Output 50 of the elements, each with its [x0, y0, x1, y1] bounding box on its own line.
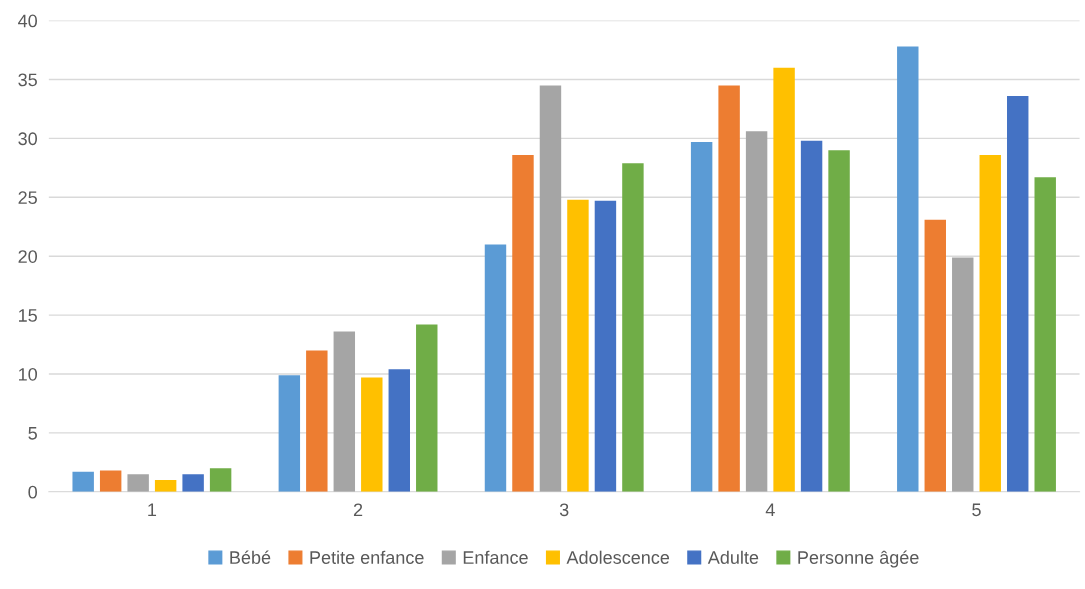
legend-label: Petite enfance	[310, 550, 424, 564]
bar	[622, 163, 644, 492]
bar	[361, 377, 383, 492]
bar	[306, 350, 328, 492]
bar	[182, 474, 204, 492]
bar	[718, 85, 740, 492]
legend-label: Personne âgée	[798, 550, 919, 568]
bar	[567, 199, 589, 492]
bar	[484, 244, 507, 492]
bar	[278, 375, 301, 492]
x-tick-label: 4	[765, 503, 775, 517]
y-tick-label: 10	[19, 367, 38, 381]
legend-label: Adulte	[707, 550, 759, 564]
x-tick-label: 3	[559, 503, 569, 517]
bar	[388, 369, 410, 492]
bar	[979, 154, 1001, 492]
x-tick-label: 1	[148, 503, 157, 517]
bar	[800, 140, 823, 492]
y-tick-label: 25	[18, 191, 37, 205]
y-tick-label: 5	[28, 427, 37, 440]
y-tick-label: 30	[18, 132, 38, 146]
y-tick-label: 35	[18, 73, 37, 87]
bar	[1034, 177, 1056, 492]
bar	[333, 331, 356, 492]
y-tick-label: 40	[18, 14, 38, 28]
legend-label: Adolescence	[566, 550, 670, 564]
y-tick-label: 15	[19, 309, 37, 322]
x-tick-label: 2	[353, 503, 363, 517]
y-tick-label: 20	[18, 250, 38, 263]
bar	[127, 474, 149, 492]
bar	[154, 480, 177, 492]
legend-label: Bébé	[230, 550, 271, 564]
bar	[1007, 96, 1029, 492]
legend-label: Enfance	[463, 550, 528, 564]
bar	[539, 85, 562, 492]
bar	[99, 470, 122, 492]
bar	[773, 67, 795, 492]
bar	[512, 154, 534, 492]
bar	[952, 257, 974, 492]
bar	[594, 200, 617, 492]
bar	[897, 46, 919, 492]
bar	[209, 468, 232, 492]
bar	[416, 324, 438, 492]
bar	[745, 131, 768, 492]
bar	[828, 150, 850, 492]
x-tick-label: 5	[972, 503, 981, 517]
bar	[690, 141, 713, 492]
bar	[924, 219, 946, 492]
bar	[72, 471, 94, 492]
y-tick-label: 0	[28, 485, 38, 499]
